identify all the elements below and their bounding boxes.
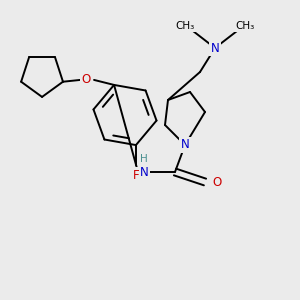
Text: O: O bbox=[212, 176, 222, 188]
Text: O: O bbox=[81, 74, 91, 86]
Text: CH₃: CH₃ bbox=[236, 21, 255, 31]
Text: N: N bbox=[181, 139, 189, 152]
Text: N: N bbox=[140, 166, 148, 178]
Text: N: N bbox=[211, 41, 219, 55]
Text: F: F bbox=[133, 169, 139, 182]
Text: CH₃: CH₃ bbox=[176, 21, 195, 31]
Text: H: H bbox=[140, 154, 148, 164]
